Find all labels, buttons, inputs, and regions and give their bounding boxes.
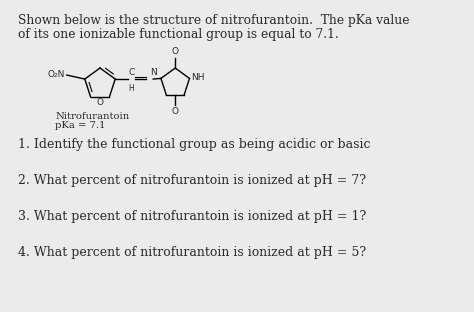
Text: O₂N: O₂N <box>47 70 65 79</box>
Text: NH: NH <box>191 73 205 82</box>
Text: 1. Identify the functional group as being acidic or basic: 1. Identify the functional group as bein… <box>18 138 371 151</box>
Text: pKa = 7.1: pKa = 7.1 <box>55 121 106 130</box>
Text: O: O <box>172 107 179 116</box>
Text: 2. What percent of nitrofurantoin is ionized at pH = 7?: 2. What percent of nitrofurantoin is ion… <box>18 174 366 187</box>
Text: Shown below is the structure of nitrofurantoin.  The pKa value: Shown below is the structure of nitrofur… <box>18 14 410 27</box>
Text: Nitrofurantoin: Nitrofurantoin <box>55 112 129 121</box>
Text: 3. What percent of nitrofurantoin is ionized at pH = 1?: 3. What percent of nitrofurantoin is ion… <box>18 210 366 223</box>
Text: H: H <box>128 84 134 93</box>
Text: C: C <box>128 68 134 77</box>
Text: O: O <box>172 47 179 56</box>
Text: 4. What percent of nitrofurantoin is ionized at pH = 5?: 4. What percent of nitrofurantoin is ion… <box>18 246 366 259</box>
Text: N: N <box>150 68 157 77</box>
Text: ·: · <box>154 65 157 74</box>
Text: of its one ionizable functional group is equal to 7.1.: of its one ionizable functional group is… <box>18 28 339 41</box>
Text: O: O <box>97 98 103 107</box>
